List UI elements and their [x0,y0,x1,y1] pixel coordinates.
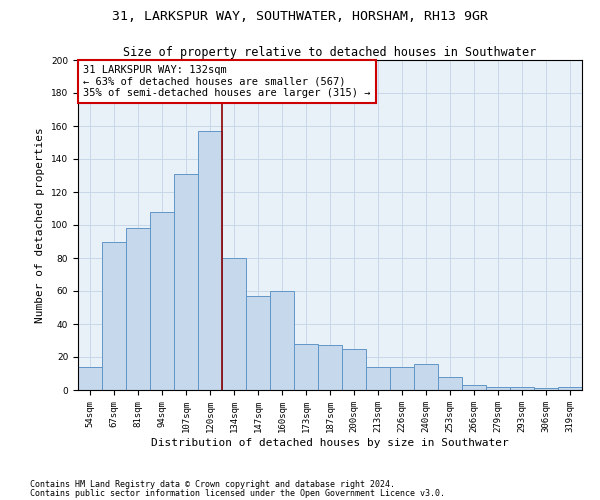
Y-axis label: Number of detached properties: Number of detached properties [35,127,46,323]
Bar [342,349,366,390]
Bar [462,385,486,390]
Bar [198,131,222,390]
Bar [390,367,414,390]
Bar [174,174,198,390]
Bar [438,377,462,390]
Bar [294,344,318,390]
Bar [414,364,438,390]
Bar [78,367,102,390]
Title: Size of property relative to detached houses in Southwater: Size of property relative to detached ho… [124,46,536,59]
X-axis label: Distribution of detached houses by size in Southwater: Distribution of detached houses by size … [151,438,509,448]
Text: Contains HM Land Registry data © Crown copyright and database right 2024.: Contains HM Land Registry data © Crown c… [30,480,395,489]
Bar [150,212,174,390]
Bar [270,291,294,390]
Bar [102,242,126,390]
Bar [534,388,558,390]
Bar [366,367,390,390]
Bar [246,296,270,390]
Bar [222,258,246,390]
Bar [126,228,150,390]
Text: Contains public sector information licensed under the Open Government Licence v3: Contains public sector information licen… [30,488,445,498]
Text: 31 LARKSPUR WAY: 132sqm
← 63% of detached houses are smaller (567)
35% of semi-d: 31 LARKSPUR WAY: 132sqm ← 63% of detache… [83,65,371,98]
Text: 31, LARKSPUR WAY, SOUTHWATER, HORSHAM, RH13 9GR: 31, LARKSPUR WAY, SOUTHWATER, HORSHAM, R… [112,10,488,23]
Bar [558,386,582,390]
Bar [486,386,510,390]
Bar [318,346,342,390]
Bar [510,386,534,390]
